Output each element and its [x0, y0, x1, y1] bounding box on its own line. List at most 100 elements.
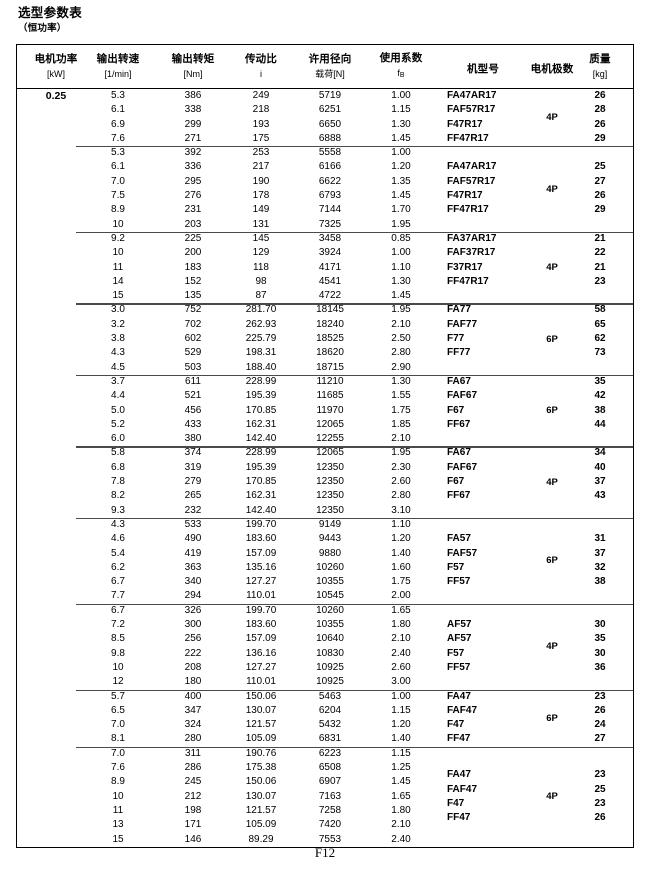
- model-number-value: FAF67: [447, 390, 478, 402]
- cell-factor: 3.00: [391, 676, 411, 688]
- cell-torque: 286: [184, 762, 202, 774]
- model-number-value: F37R17: [447, 261, 483, 273]
- cell-torque: 171: [184, 819, 202, 831]
- table-row: 7.2 300 183.60 10355 1.80: [17, 618, 633, 632]
- model-number-group: FA47AR17 FAF57R17 F47R17 FF47R17: [431, 160, 535, 217]
- cell-factor: 1.45: [391, 776, 411, 788]
- cell-torque: 180: [184, 676, 202, 688]
- cell-ratio: 190: [252, 175, 270, 187]
- cell-load: 6907: [318, 776, 342, 788]
- cell-ratio: 195.39: [245, 390, 277, 402]
- cell-load: 7553: [318, 833, 342, 845]
- cell-ratio: 170.85: [245, 476, 277, 488]
- parameter-block: 0.25 5.3 386 249 5719 1.00 6.1 338 218 6251 1.15 6.…: [17, 89, 633, 146]
- cell-ratio: 170.85: [245, 404, 277, 416]
- mass-value: 23: [594, 275, 606, 287]
- model-number-value: FA57: [447, 533, 471, 545]
- cell-factor: 0.85: [391, 232, 411, 244]
- cell-speed: 4.3: [111, 518, 125, 530]
- cell-ratio: 188.40: [245, 361, 277, 373]
- mass-value: 23: [594, 769, 606, 781]
- cell-load: 4722: [318, 290, 342, 302]
- cell-factor: 1.95: [391, 304, 411, 316]
- cell-torque: 295: [184, 175, 202, 187]
- cell-speed: 3.8: [111, 333, 125, 345]
- cell-load: 10640: [316, 633, 344, 645]
- cell-ratio: 218: [252, 104, 270, 116]
- cell-torque: 324: [184, 719, 202, 731]
- model-number-value: F47: [447, 797, 465, 809]
- table-row: 7.8 279 170.85 12350 2.60: [17, 475, 633, 489]
- block-separator: [76, 374, 633, 377]
- cell-load: 9880: [318, 547, 342, 559]
- cell-load: 4541: [318, 275, 342, 287]
- model-number-group: FA67 FAF67 F67 FF67: [431, 446, 535, 503]
- cell-load: 12350: [316, 476, 344, 488]
- parameter-block: 6.7 326 199.70 10260 1.65 7.2 300 183.60 10355 1.…: [17, 603, 633, 690]
- cell-torque: 299: [184, 118, 202, 130]
- cell-load: 5463: [318, 690, 342, 702]
- mass-group: 58 65 62 73: [569, 303, 631, 360]
- mass-group: 34 40 37 43: [569, 446, 631, 503]
- motor-poles-value: 4P: [546, 476, 558, 488]
- cell-factor: 1.80: [391, 619, 411, 631]
- cell-speed: 7.0: [111, 747, 125, 759]
- cell-factor: 2.30: [391, 461, 411, 473]
- cell-torque: 521: [184, 390, 202, 402]
- motor-poles-group: 4P: [517, 747, 587, 847]
- cell-speed: 7.2: [111, 619, 125, 631]
- cell-factor: 1.30: [391, 118, 411, 130]
- cell-factor: 1.10: [391, 261, 411, 273]
- mass-value: 27: [594, 733, 606, 745]
- model-number-value: FAF67: [447, 461, 478, 473]
- block-separator: [76, 231, 633, 234]
- cell-ratio: 228.99: [245, 447, 277, 459]
- cell-load: 3924: [318, 247, 342, 259]
- mass-value: 23: [594, 690, 606, 702]
- cell-torque: 392: [184, 147, 202, 159]
- cell-load: 11210: [316, 375, 344, 387]
- cell-speed: 5.0: [111, 404, 125, 416]
- cell-factor: 1.65: [391, 604, 411, 616]
- table-row: 7.5 276 178 6793 1.45: [17, 189, 633, 203]
- cell-factor: 2.80: [391, 347, 411, 359]
- parameter-block: 3.0 752 281.70 18145 1.95 3.2 702 262.93 18240 2.…: [17, 303, 633, 375]
- cell-speed: 8.1: [111, 733, 125, 745]
- mass-group: 23 26 24 27: [569, 690, 631, 747]
- motor-poles-group: 6P: [517, 690, 587, 747]
- cell-torque: 245: [184, 776, 202, 788]
- table-row: 6.7 326 199.70 10260 1.65: [17, 604, 633, 618]
- column-header-label: 传动比: [244, 52, 278, 65]
- cell-torque: 602: [184, 333, 202, 345]
- cell-speed: 9.8: [111, 647, 125, 659]
- block-separator: [76, 517, 633, 520]
- model-number-value: FAF57R17: [447, 175, 496, 187]
- table-row: 6.5 347 130.07 6204 1.15: [17, 704, 633, 718]
- table-row: 8.9 231 149 7144 1.70: [17, 203, 633, 217]
- model-number-value: F67: [447, 476, 465, 488]
- cell-speed: 10: [112, 247, 124, 259]
- cell-factor: 1.00: [391, 90, 411, 101]
- cell-ratio: 145: [252, 232, 270, 244]
- cell-factor: 1.35: [391, 175, 411, 187]
- cell-load: 18145: [316, 304, 344, 316]
- cell-load: 6204: [318, 704, 342, 716]
- block-separator: [76, 303, 633, 305]
- cell-torque: 212: [184, 790, 202, 802]
- mass-value: 42: [594, 390, 606, 402]
- block-separator: [76, 146, 633, 148]
- cell-load: 10355: [316, 576, 344, 588]
- motor-poles-group: 4P: [517, 89, 587, 146]
- cell-speed: 13: [112, 819, 124, 831]
- cell-torque: 280: [184, 733, 202, 745]
- cell-ratio: 118: [253, 261, 269, 273]
- cell-ratio: 130.07: [245, 704, 277, 716]
- cell-torque: 529: [184, 347, 202, 359]
- mass-group: 26 28 26 29: [569, 89, 631, 146]
- table-row: 7.0 295 190 6622 1.35: [17, 175, 633, 189]
- cell-load: 10355: [316, 619, 344, 631]
- mass-value: 25: [594, 161, 606, 173]
- motor-poles-value: 4P: [546, 112, 558, 124]
- mass-value: 43: [594, 490, 606, 502]
- mass-value: 29: [594, 132, 606, 144]
